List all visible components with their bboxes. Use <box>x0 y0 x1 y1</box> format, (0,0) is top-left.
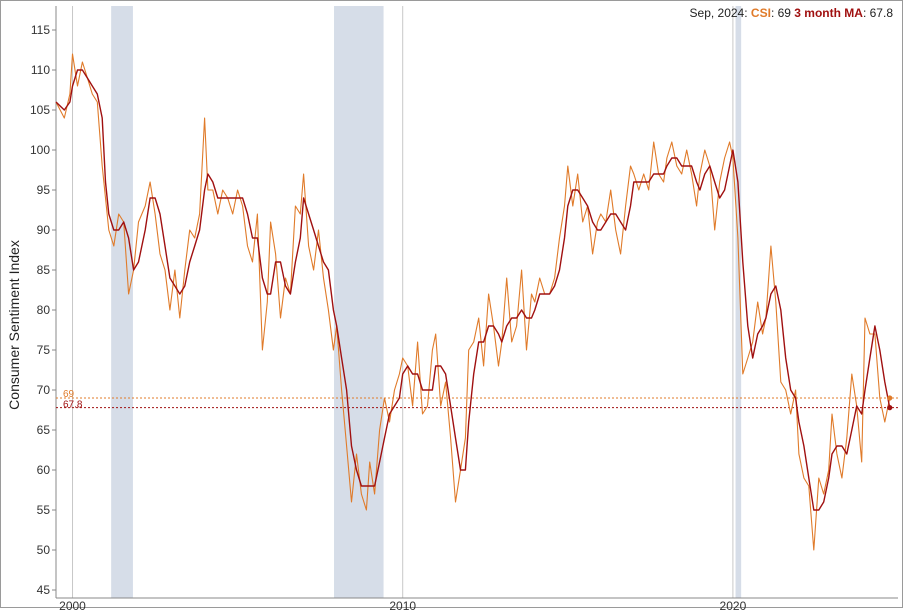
y-tick-label-80: 80 <box>37 303 51 317</box>
y-tick-label-85: 85 <box>37 263 51 277</box>
y-tick-label-110: 110 <box>31 63 50 77</box>
end-points <box>887 395 893 411</box>
axes <box>55 6 898 599</box>
y-tick-label-65: 65 <box>37 423 51 437</box>
y-tick-label-70: 70 <box>37 383 51 397</box>
legend-ma-label: 3 month MA <box>794 6 863 20</box>
y-tick-labels: 45 50 55 60 65 70 75 80 85 90 95 100 105 110 115 <box>30 23 56 597</box>
series-line-ma <box>55 69 891 511</box>
legend-csi-value: : 69 <box>770 6 791 20</box>
series-line-csi <box>55 53 891 551</box>
recession-band-1 <box>334 6 384 598</box>
series-lines <box>55 53 891 551</box>
legend-csi-label: CSI <box>750 6 771 20</box>
x-tick-label-2010: 2010 <box>389 599 416 610</box>
y-tick-label-50: 50 <box>37 543 51 557</box>
y-tick-label-115: 115 <box>31 23 50 37</box>
y-tick-label-45: 45 <box>37 583 51 597</box>
y-tick-label-100: 100 <box>30 143 50 157</box>
y-tick-label-75: 75 <box>37 343 51 357</box>
y-tick-label-55: 55 <box>37 503 51 517</box>
y-tick-label-95: 95 <box>37 183 51 197</box>
recession-band-2 <box>735 6 742 598</box>
x-tick-label-2020: 2020 <box>720 599 747 610</box>
vertical-gridlines <box>72 6 734 598</box>
reference-label-0: 69 <box>63 389 75 400</box>
x-tick-labels: 2000 2010 2020 <box>59 599 746 610</box>
y-tick-label-105: 105 <box>30 103 50 117</box>
reference-label-1: 67.8 <box>63 400 83 411</box>
recession-bands <box>111 6 742 598</box>
legend-date: Sep, 2024: <box>689 6 748 20</box>
legend-ma-value: : 67.8 <box>862 6 893 20</box>
end-point-ma <box>887 405 893 411</box>
y-tick-label-60: 60 <box>37 463 51 477</box>
y-axis-title: Consumer Sentiment Index <box>6 240 22 410</box>
recession-band-0 <box>111 6 133 598</box>
y-tick-label-90: 90 <box>37 223 51 237</box>
x-tick-label-2000: 2000 <box>59 599 86 610</box>
legend: Sep, 2024: CSI: 69 3 month MA: 67.8 <box>690 6 893 20</box>
end-point-csi <box>887 395 893 401</box>
